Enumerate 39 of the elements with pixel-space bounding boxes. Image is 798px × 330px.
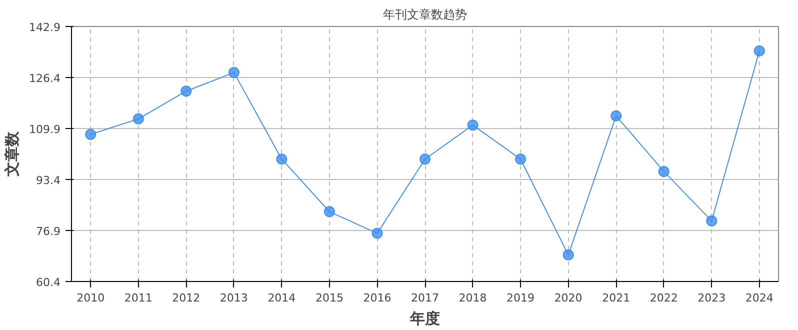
point <box>85 128 96 140</box>
y-tick-label: 60.4 <box>36 276 61 289</box>
point <box>706 215 718 226</box>
point <box>276 154 288 165</box>
point <box>515 154 526 165</box>
x-tick-label: 2024 <box>745 292 774 304</box>
point <box>180 86 192 97</box>
y-tick-label: 142.9 <box>29 21 61 34</box>
x-tick-label: 2010 <box>76 292 105 304</box>
y-tick-label: 109.9 <box>29 123 61 136</box>
x-tick-label: 2023 <box>698 292 726 304</box>
point <box>228 67 240 78</box>
x-tick-label: 2015 <box>315 292 344 304</box>
y-tick-label: 126.4 <box>29 72 61 85</box>
x-tick-label: 2012 <box>172 292 200 304</box>
point <box>372 228 383 239</box>
x-tick-label: 2014 <box>268 292 296 304</box>
x-tick-label: 2016 <box>363 292 392 304</box>
y-tick-label: 76.9 <box>36 225 61 238</box>
x-tick-label: 2022 <box>650 292 678 304</box>
point <box>562 249 574 260</box>
chart-title: 年刊文章数趋势 <box>383 8 467 22</box>
x-tick-label: 2011 <box>124 292 152 304</box>
x-tick-label: 2021 <box>602 292 630 304</box>
y-axis-title: 文章数 <box>3 130 22 178</box>
point <box>467 120 478 131</box>
point <box>658 166 670 177</box>
y-tick-label: 93.4 <box>36 174 61 187</box>
x-tick-label: 2019 <box>506 292 535 304</box>
point <box>132 113 144 124</box>
x-tick-label: 2013 <box>220 292 248 304</box>
x-tick-label: 2017 <box>411 292 440 304</box>
x-tick-label: 2018 <box>458 292 487 304</box>
point <box>324 206 335 218</box>
point <box>420 154 430 165</box>
x-axis-title: 年度 <box>409 310 440 328</box>
x-tick-label: 2020 <box>554 292 582 304</box>
point <box>610 110 622 122</box>
point <box>754 45 765 56</box>
